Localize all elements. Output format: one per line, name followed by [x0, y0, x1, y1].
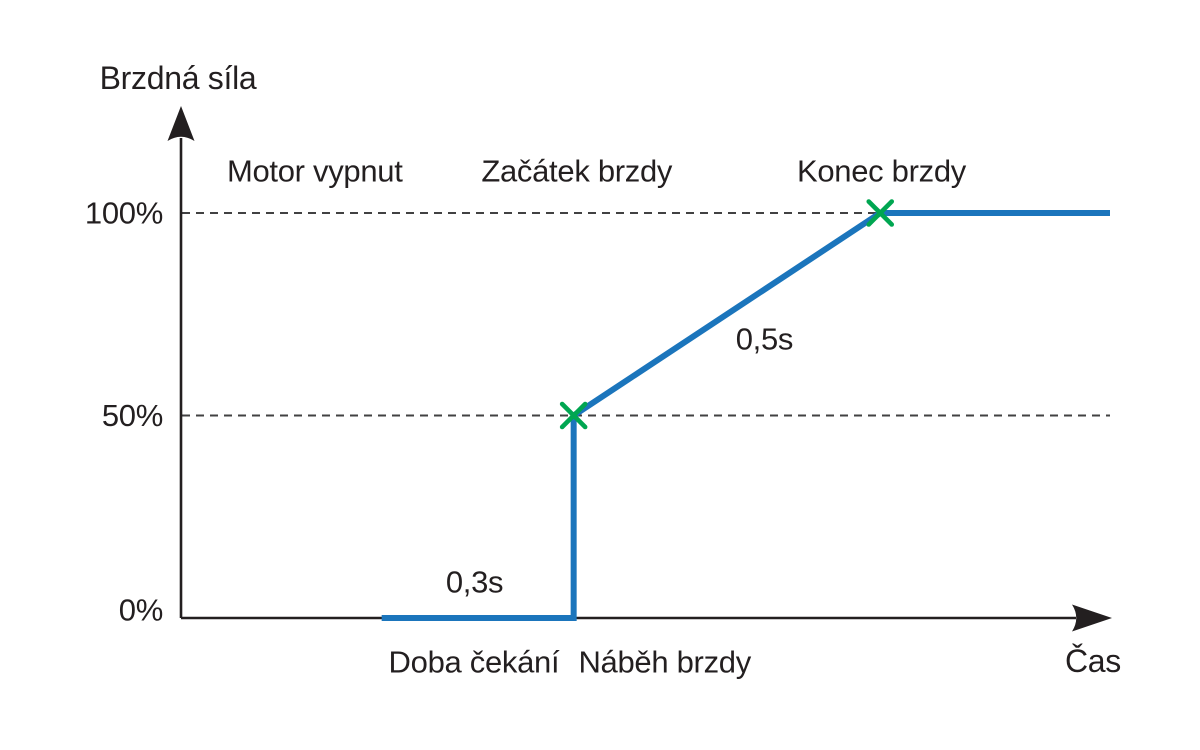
marker-x-0 — [559, 401, 588, 430]
text-labels: Brzdná síla Čas Motor vypnut Začátek brzdy K… — [100, 60, 1122, 680]
x-axis-arrowhead — [1072, 604, 1112, 632]
phase-label-konec-brzdy: Konec brzdy — [797, 154, 967, 189]
duration-label-0-3s: 0,3s — [446, 564, 503, 599]
axes — [167, 106, 1112, 632]
x-stroke-2 — [866, 199, 895, 227]
y-axis-arrowhead — [167, 106, 195, 141]
x-axis-title: Čas — [1065, 643, 1121, 679]
phase-label-doba-ek-n: Doba čekání — [389, 645, 560, 680]
marker-x-1 — [866, 199, 895, 227]
phase-label-za-tek-brzdy: Začátek brzdy — [481, 154, 673, 189]
y-axis-title: Brzdná síla — [100, 60, 257, 96]
gridlines — [182, 212, 1110, 417]
x-stroke-2 — [559, 401, 588, 430]
markers — [559, 199, 895, 430]
y-tick-label-100: 100% — [85, 196, 163, 231]
phase-label-n-b-h-brzdy: Náběh brzdy — [578, 645, 751, 680]
phase-label-motor-vypnut: Motor vypnut — [227, 154, 403, 189]
y-tick-label-50: 50% — [102, 398, 163, 433]
y-tick-label-0: 0% — [119, 593, 163, 628]
y-tick-labels: 0% 50% 100% — [85, 196, 163, 628]
duration-label-0-5s: 0,5s — [736, 321, 793, 356]
